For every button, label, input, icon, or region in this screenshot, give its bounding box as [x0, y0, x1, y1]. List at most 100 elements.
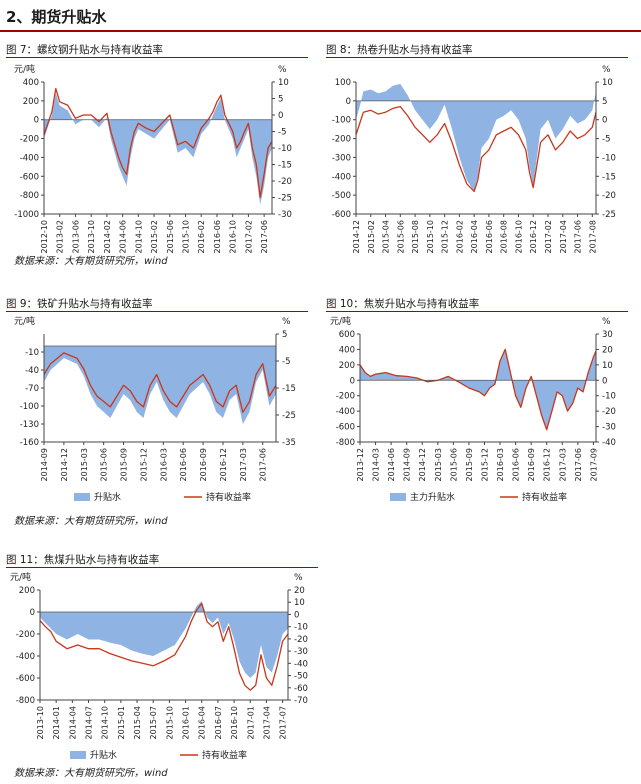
figure-11-chart: 元/吨 % 200 0 -200 -400 -600 -800 20 10 0 -10 -20 -30 -4… [10, 571, 308, 761]
y1-tick-label: -400 [336, 407, 355, 417]
figure-11-panel: 图 11：焦煤升贴水与持有收益率 元/吨% 200 0 -200 -400 -600 -80… [6, 552, 318, 764]
y2-tick-label: 5 [602, 97, 607, 107]
x-tick-label: 2014-06 [387, 448, 396, 481]
y2-tick-label: -25 [602, 210, 616, 220]
y2-tick-label: -10 [278, 144, 292, 154]
x-tick-label: 2014-09 [40, 448, 49, 481]
x-tick-label: 2014-12 [60, 448, 69, 481]
y2-unit-label: % [602, 317, 611, 327]
x-tick-label: 2015-03 [80, 448, 89, 481]
x-tick-label: 2012-10 [40, 220, 49, 253]
y1-tick-label: -1000 [14, 210, 39, 220]
y2-tick-label: 5 [278, 95, 283, 105]
y1-unit-label: 元/吨 [14, 315, 35, 327]
legend-basis-swatch [70, 751, 86, 759]
x-tick-label: 2015-10 [182, 220, 191, 253]
figure-title: 图 8：热卷升贴水与持有收益率 [326, 44, 473, 56]
x-tick-label: 2014-10 [134, 220, 143, 253]
x-tick-label: 2017-06 [260, 220, 269, 253]
legend-yield-label: 持有收益率 [202, 749, 247, 761]
y2-tick-label: 0 [294, 610, 299, 620]
x-tick-label: 2015-06 [166, 220, 175, 253]
x-tick-label: 2016-06 [213, 220, 222, 253]
y1-tick-label: 0 [30, 608, 35, 618]
x-tick-label: 2017-02 [544, 220, 553, 253]
y1-tick-label: 100 [335, 78, 351, 88]
x-tick-label: 2017-02 [244, 220, 253, 253]
y2-tick-label: -15 [278, 161, 292, 171]
x-tick-label: 2015-01 [117, 706, 126, 739]
figure-title-rule [326, 311, 628, 312]
y1-tick-label: -400 [332, 172, 351, 182]
x-tick-label: 2015-02 [367, 220, 376, 253]
y2-tick-label: -50 [294, 672, 308, 682]
y2-tick-label: 5 [282, 330, 287, 340]
x-tick-label: 2016-04 [470, 220, 479, 253]
x-tick-label: 2015-04 [382, 220, 391, 253]
section-title: 2、期货升贴水 [6, 8, 107, 26]
y2-unit-label: % [294, 573, 303, 583]
y1-tick-label: -400 [20, 153, 39, 163]
x-tick-label: 2016-12 [219, 448, 228, 481]
x-tick-label: 2013-06 [71, 220, 80, 253]
y1-tick-label: -160 [20, 438, 39, 448]
x-tick-label: 2017-07 [279, 706, 288, 739]
x-tick-label: 2015-02 [150, 220, 159, 253]
figure-title: 图 9：铁矿升贴水与持有收益率 [6, 298, 153, 310]
figure-title: 图 11：焦煤升贴水与持有收益率 [6, 554, 160, 566]
y2-tick-label: -30 [602, 423, 616, 433]
x-tick-label: 2016-06 [485, 220, 494, 253]
figure-title-rule [6, 57, 308, 58]
y2-tick-label: -70 [294, 696, 308, 706]
section-divider [0, 30, 641, 32]
data-source-note: 数据来源：大有期货研究所，wind [14, 256, 168, 267]
y1-tick-label: -500 [332, 191, 351, 201]
x-tick-label: 2016-10 [230, 706, 239, 739]
x-tick-label: 2016-02 [197, 220, 206, 253]
yield-line [355, 105, 597, 193]
figure-title-rule [326, 57, 628, 58]
x-tick-label: 2016-06 [179, 448, 188, 481]
y2-tick-label: -25 [278, 194, 292, 204]
figure-title: 图 10：焦炭升贴水与持有收益率 [326, 298, 480, 310]
x-tick-label: 2016-01 [182, 706, 191, 739]
y1-tick-label: -300 [332, 153, 351, 163]
figure-7-chart: 元/吨 % 400 200 0 -200 -400 -600 -800 -1000 10 5 0 -5 -1… [14, 63, 292, 253]
y2-tick-label: 10 [602, 361, 613, 371]
x-tick-label: 2015-12 [139, 448, 148, 481]
y1-tick-label: -40 [25, 366, 39, 376]
x-tick-label: 2015-08 [411, 220, 420, 253]
x-tick-label: 2015-09 [120, 448, 129, 481]
x-tick-label: 2017-06 [574, 220, 583, 253]
figure-10-chart: 元/吨 % 600 400 200 0 -200 -400 -600 -800 30 20 10 0 -10… [330, 315, 616, 503]
x-tick-label: 2016-10 [514, 220, 523, 253]
y2-tick-label: -20 [602, 191, 616, 201]
y1-tick-label: -200 [336, 392, 355, 402]
y1-tick-label: -200 [16, 630, 35, 640]
x-tick-label: 2014-09 [403, 448, 412, 481]
x-tick-label: 2017-04 [262, 706, 271, 739]
y2-tick-label: -40 [602, 438, 616, 448]
y2-tick-label: -5 [282, 357, 290, 367]
x-tick-label: 2016-03 [159, 448, 168, 481]
figure-title-rule [6, 567, 318, 568]
y2-tick-label: -20 [602, 407, 616, 417]
x-tick-label: 2014-07 [85, 706, 94, 739]
y1-tick-label: 600 [339, 330, 355, 340]
x-tick-label: 2015-03 [434, 448, 443, 481]
x-tick-label: 2014-02 [103, 220, 112, 253]
y1-tick-label: 200 [339, 361, 355, 371]
y1-tick-label: -130 [20, 420, 39, 430]
figure-9-panel: 图 9：铁矿升贴水与持有收益率 元/吨% -10 -40 -70 -100 -130 -16… [6, 296, 308, 508]
x-tick-label: 2016-02 [455, 220, 464, 253]
y1-tick-label: -100 [20, 402, 39, 412]
basis-area [40, 601, 288, 678]
y1-tick-label: 0 [34, 116, 39, 126]
x-tick-label: 2015-06 [396, 220, 405, 253]
y1-tick-label: -800 [20, 191, 39, 201]
x-tick-label: 2014-10 [101, 706, 110, 739]
x-tick-label: 2017-09 [589, 448, 598, 481]
legend-basis-swatch [390, 493, 406, 501]
x-tick-label: 2013-10 [36, 706, 45, 739]
x-tick-label: 2015-10 [426, 220, 435, 253]
